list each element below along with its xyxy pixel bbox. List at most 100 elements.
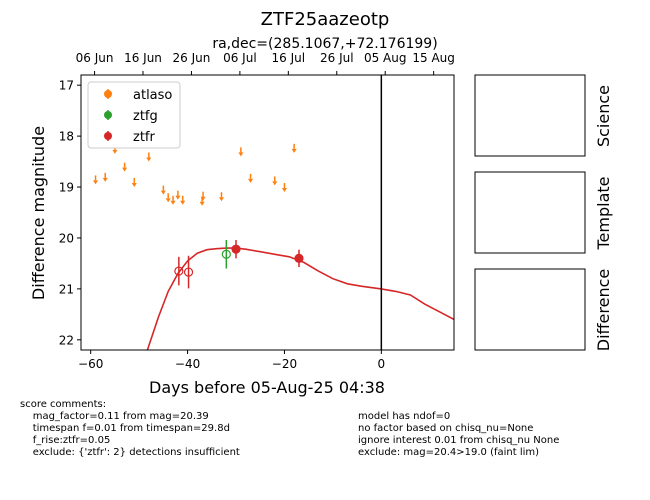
upper-limit-arrowhead — [160, 190, 166, 195]
upper-limit-point — [272, 176, 278, 186]
upper-limit-arrowhead — [272, 181, 278, 186]
top-tick-label: 16 Jun — [124, 51, 162, 65]
science-panel — [474, 74, 586, 157]
x-axis-ticks: −60 −40 −20 0 — [78, 350, 385, 371]
detection-point — [231, 240, 241, 259]
detection-marker — [174, 266, 184, 276]
upper-limit-arrowhead — [131, 182, 137, 187]
upper-limit-point — [146, 152, 152, 162]
upper-limit-point — [218, 192, 224, 202]
comment-line: f_rise:ztfr=0.05 — [20, 435, 111, 446]
upper-limit-arrowhead — [218, 197, 224, 202]
top-tick-label: 26 Jul — [320, 51, 354, 65]
difference-panel-label: Difference — [594, 269, 613, 351]
legend-marker — [104, 111, 112, 119]
upper-limit-arrowhead — [93, 180, 99, 185]
plot-frame — [80, 74, 455, 351]
upper-limit-point — [180, 195, 186, 205]
top-tick-label: 15 Aug — [412, 51, 455, 65]
legend-marker — [104, 132, 112, 140]
comment-line: ignore interest 0.01 from chisq_nu None — [358, 435, 560, 446]
comment-line: model has ndof=0 — [358, 411, 451, 422]
y-tick-label: 17 — [59, 79, 74, 93]
detection-point — [221, 240, 231, 269]
upper-limit-point — [102, 172, 108, 182]
upper-limit-arrowhead — [102, 177, 108, 182]
x-axis-label: Days before 05-Aug-25 04:38 — [149, 378, 385, 397]
y-tick-label: 18 — [59, 130, 74, 144]
model-curve — [146, 247, 454, 350]
x-tick-label: −20 — [272, 357, 297, 371]
upper-limit-arrowhead — [170, 200, 176, 205]
upper-limit-arrowhead — [248, 178, 254, 183]
comment-line: no factor based on chisq_nu=None — [358, 423, 534, 434]
detection-marker — [183, 267, 194, 277]
y-axis-ticks: 17 18 19 20 21 22 — [59, 79, 81, 347]
upper-limit-arrowhead — [281, 188, 287, 193]
template-panel-label: Template — [594, 176, 613, 250]
side-panels: Science Template Difference — [474, 74, 613, 351]
upper-limit-point — [93, 175, 99, 185]
upper-limit-arrowhead — [200, 196, 206, 201]
comment-line: timespan f=0.01 from timespan=29.8d — [20, 423, 230, 434]
upper-limit-point — [291, 143, 297, 153]
upper-limit-point — [160, 185, 166, 195]
upper-limit-point — [281, 183, 287, 193]
upper-limit-point — [131, 177, 137, 187]
top-tick-label: 06 Jun — [76, 51, 114, 65]
y-tick-label: 22 — [59, 333, 74, 347]
upper-limit-point — [238, 147, 244, 157]
upper-limit-point — [248, 173, 254, 183]
upper-limit-arrowhead — [165, 198, 171, 203]
difference-panel — [474, 268, 586, 351]
upper-limit-arrowhead — [291, 148, 297, 153]
x-tick-label: 0 — [378, 357, 386, 371]
top-tick-label: 05 Aug — [364, 51, 407, 65]
plot-area: −60 −40 −20 0 17 18 19 20 21 22 06 Jun 16 Jun 26 J… — [59, 51, 455, 371]
legend-marker — [104, 90, 112, 98]
comment-line: mag_factor=0.11 from mag=20.39 — [20, 411, 209, 422]
legend-label: ztfg — [133, 109, 158, 124]
upper-limit-point — [200, 191, 206, 201]
legend: atlaso ztfg ztfr — [87, 81, 181, 149]
comment-line: exclude: {'ztfr': 2} detections insuffic… — [20, 447, 240, 458]
comment-line: exclude: mag=20.4>19.0 (faint lim) — [358, 447, 540, 458]
upper-limit-arrowhead — [175, 195, 181, 200]
science-panel-label: Science — [594, 85, 613, 147]
detection-marker — [231, 244, 241, 254]
detection-point — [294, 249, 304, 267]
model-curve-layer — [146, 247, 454, 350]
x-tick-label: −40 — [175, 357, 200, 371]
top-tick-label: 26 Jun — [173, 51, 211, 65]
x-tick-label: −60 — [78, 357, 103, 371]
y-tick-label: 19 — [59, 181, 74, 195]
upper-limit-arrowhead — [238, 152, 244, 157]
detection-marker — [294, 253, 304, 263]
comment-line: score comments: — [20, 399, 107, 410]
upper-limit-point — [175, 190, 181, 200]
top-date-axis-ticks: 06 Jun 16 Jun 26 Jun 06 Jul 16 Jul 26 Jul 05 A… — [76, 51, 455, 75]
y-tick-label: 20 — [59, 231, 74, 245]
chart-subtitle: ra,dec=(285.1067,+72.176199) — [212, 36, 437, 52]
chart-title: ZTF25aazeotp — [261, 9, 390, 30]
y-tick-label: 21 — [59, 282, 74, 296]
y-axis-label: Difference magnitude — [29, 126, 48, 300]
score-comments-left: score comments: mag_factor=0.11 from mag… — [20, 399, 240, 459]
top-tick-label: 16 Jul — [272, 51, 306, 65]
upper-limit-point — [165, 193, 171, 203]
detection-point — [183, 255, 194, 289]
upper-limit-arrowhead — [180, 200, 186, 205]
legend-label: ztfr — [133, 130, 155, 145]
score-comments-right: model has ndof=0 no factor based on chis… — [358, 411, 559, 459]
legend-label: atlaso — [133, 88, 172, 103]
upper-limit-point — [122, 162, 128, 172]
template-panel — [474, 171, 586, 254]
upper-limit-arrowhead — [146, 157, 152, 162]
upper-limit-point — [170, 195, 176, 205]
upper-limit-arrowhead — [112, 149, 118, 154]
upper-limit-arrowhead — [122, 167, 128, 172]
detection-point — [174, 256, 184, 286]
legend-box — [87, 81, 181, 149]
top-tick-label: 06 Jul — [223, 51, 257, 65]
upper-limit-arrowhead — [199, 201, 205, 206]
